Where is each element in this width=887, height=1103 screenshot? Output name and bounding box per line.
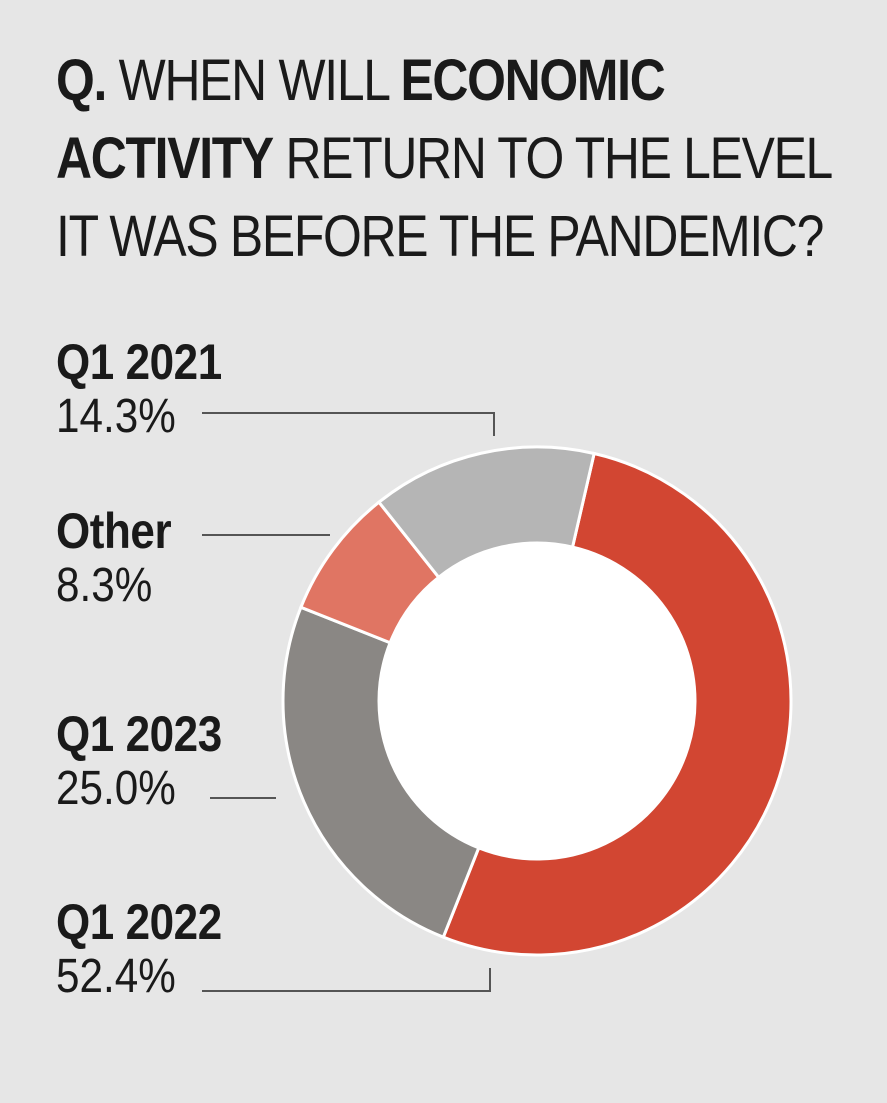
title-line1-regular: WHEN WILL xyxy=(118,48,390,113)
title-line2-bold: ACTIVITY xyxy=(56,126,274,191)
title-line1-bold: ECONOMIC xyxy=(400,48,665,113)
title-prefix: Q. xyxy=(56,48,107,113)
title-line-1: Q. WHEN WILL ECONOMIC xyxy=(56,42,744,120)
chart-title: Q. WHEN WILL ECONOMIC ACTIVITY RETURN TO… xyxy=(56,42,833,276)
donut-hole xyxy=(380,544,694,858)
leader-line-q1-2022 xyxy=(202,968,491,992)
label-q1-2021-name: Q1 2021 xyxy=(56,334,222,390)
label-q1-2021-value: 14.3% xyxy=(56,390,176,443)
title-line-2: ACTIVITY RETURN TO THE LEVEL xyxy=(56,120,833,198)
label-q1-2023: Q1 2023 25.0% xyxy=(56,706,222,816)
label-other: Other 8.3% xyxy=(56,503,172,613)
label-q1-2022: Q1 2022 52.4% xyxy=(56,894,222,1004)
donut-slice-q1-2021 xyxy=(376,445,596,580)
label-other-name: Other xyxy=(56,503,172,559)
title-line3-regular: IT WAS BEFORE THE PANDEMIC? xyxy=(56,204,824,269)
label-q1-2021: Q1 2021 14.3% xyxy=(56,334,222,444)
donut-slice-q1-2022 xyxy=(441,451,793,957)
leader-lines xyxy=(202,412,495,992)
title-line2-regular: RETURN TO THE LEVEL xyxy=(285,126,833,191)
label-other-value: 8.3% xyxy=(56,559,153,612)
leader-line-q1-2021 xyxy=(202,412,495,436)
donut-slices xyxy=(281,445,793,957)
label-q1-2022-value: 52.4% xyxy=(56,950,176,1003)
label-q1-2023-value: 25.0% xyxy=(56,762,176,815)
label-q1-2023-name: Q1 2023 xyxy=(56,706,222,762)
label-q1-2022-name: Q1 2022 xyxy=(56,894,222,950)
title-line-3: IT WAS BEFORE THE PANDEMIC? xyxy=(56,198,824,276)
donut-slice-q1-2023 xyxy=(281,605,481,940)
